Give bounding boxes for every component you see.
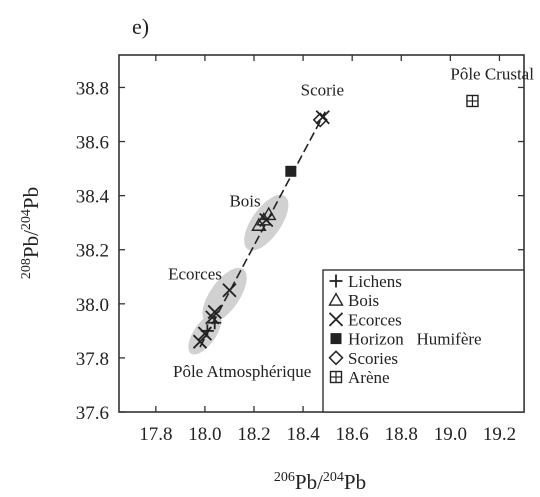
trend-line-layer: [199, 111, 326, 348]
x-axis-ticks: 17.8 18.0 18.2 18.4 18.6 18.8 19.0 19.2: [139, 55, 516, 445]
trend-line: [199, 111, 326, 348]
y-tick-label: 38.4: [76, 187, 110, 208]
x-axis-title: 206Pb/204Pb: [274, 470, 366, 494]
annotation-pole-atmospherique: Pôle Atmosphérique: [173, 362, 311, 381]
legend-label-ecorces: Ecorces: [348, 310, 402, 329]
point-arene-1: [466, 94, 479, 108]
y-axis-ticks: 37.6 37.8 38.0 38.2 38.4 38.6 38.8: [76, 78, 524, 424]
x-tick-label: 18.6: [336, 424, 369, 445]
shade-bois: [244, 194, 289, 251]
y-tick-label: 38.8: [76, 78, 109, 99]
annotation-bois: Bois: [229, 191, 260, 210]
x-tick-label: 18.2: [237, 424, 270, 445]
x-tick-label: 18.4: [286, 424, 320, 445]
y-tick-label: 38.2: [76, 241, 109, 262]
legend-label-horizon-humifere: Horizon Humifère: [348, 330, 482, 349]
legend-box: [322, 269, 525, 413]
annotation-pole-crustal: Pôle Crustal: [450, 64, 534, 83]
x-tick-label: 18.0: [188, 424, 221, 445]
legend-marker-arene: [329, 370, 343, 384]
legend-marker-lichens: [329, 274, 343, 288]
y-tick-label: 38.0: [76, 295, 109, 316]
y-axis-title: 208Pb/204Pb: [19, 187, 43, 279]
point-ecorces-1: [192, 334, 208, 349]
annotation-scorie: Scorie: [301, 81, 344, 100]
y-tick-label: 37.8: [76, 349, 109, 370]
x-tick-label: 17.8: [139, 424, 172, 445]
panel-label: e): [132, 14, 149, 39]
legend-label-bois: Bois: [348, 291, 379, 310]
legend-label-lichens: Lichens: [348, 272, 402, 291]
legend-marker-ecorces: [328, 312, 344, 327]
x-tick-label: 19.2: [483, 424, 516, 445]
y-tick-label: 37.6: [76, 403, 109, 424]
legend-label-arene: Arène: [348, 368, 390, 387]
legend-label-scories: Scories: [348, 349, 398, 368]
point-ecorces-5: [222, 283, 237, 298]
legend-marker-horizon-humifere: [330, 333, 342, 345]
x-tick-label: 19.0: [434, 424, 467, 445]
y-tick-label: 38.6: [76, 133, 109, 154]
point-scories-1: [312, 112, 328, 128]
x-tick-label: 18.8: [385, 424, 418, 445]
legend-marker-bois: [328, 292, 344, 306]
point-ecorces-6: [259, 212, 274, 228]
point-lichens-2: [208, 316, 222, 330]
point-horizon-humifere-1: [285, 165, 297, 177]
point-ecorces-2: [197, 326, 213, 341]
point-ecorces-7: [315, 110, 330, 125]
legend-marker-scories: [328, 350, 344, 366]
point-ecorces-4: [207, 304, 222, 320]
annotation-ecorces: Ecorces: [168, 264, 222, 283]
plot-frame: [118, 54, 525, 413]
data-points: [192, 94, 479, 349]
